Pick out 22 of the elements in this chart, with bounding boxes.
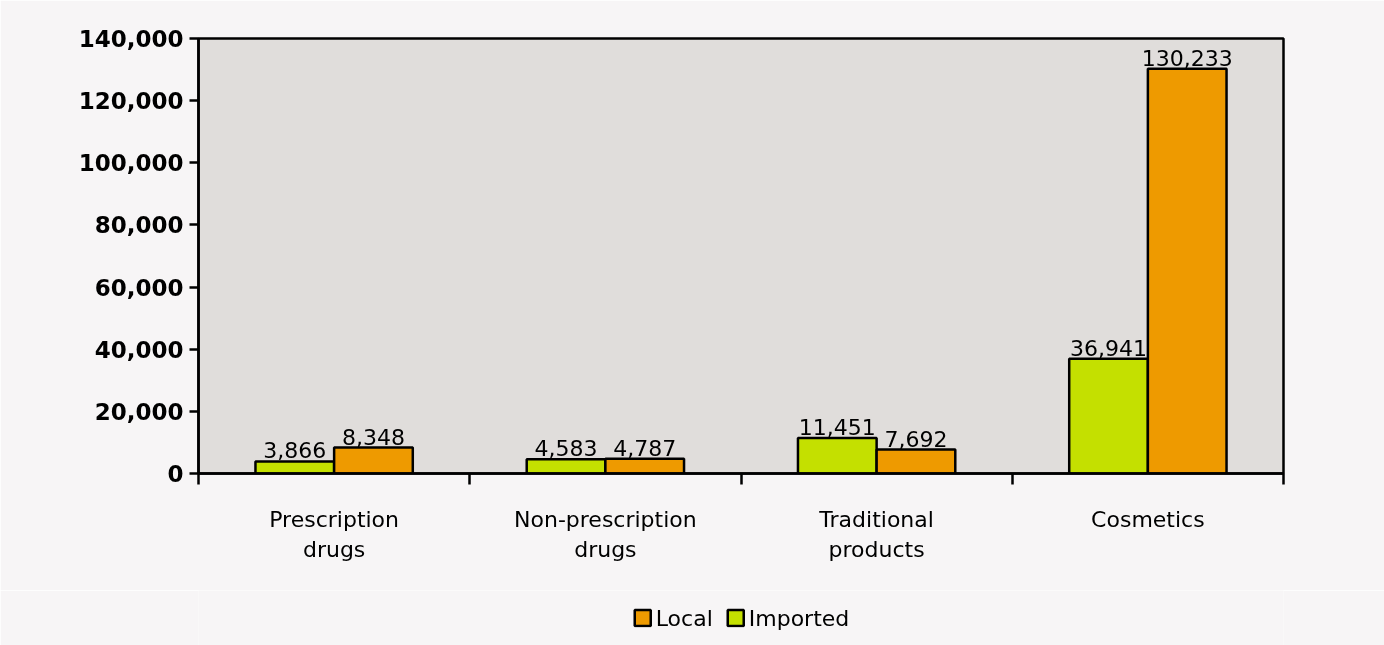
y-tick-label: 140,000	[78, 26, 184, 52]
y-tick-label: 120,000	[78, 88, 184, 115]
data-label: 11,451	[798, 414, 876, 440]
y-tick-label: 0	[167, 461, 184, 487]
data-label: 4,787	[613, 435, 677, 461]
data-label: 4,583	[534, 436, 598, 462]
y-tick-label: 60,000	[94, 274, 184, 301]
x-tick-label: Non-prescription drugs	[514, 506, 697, 562]
data-label: 3,866	[263, 438, 327, 464]
legend-label: Local	[655, 605, 713, 630]
data-label: 8,348	[341, 424, 405, 450]
y-tick-label: 100,000	[78, 150, 184, 177]
data-label: 36,941	[1070, 335, 1148, 361]
data-label: 7,692	[884, 426, 948, 452]
y-tick-label: 80,000	[94, 212, 184, 239]
data-label: 130,233	[1141, 45, 1233, 71]
y-tick-label: 20,000	[94, 398, 184, 425]
x-tick-label: Traditional products	[818, 506, 934, 562]
y-tick-label: 40,000	[94, 336, 184, 363]
legend-label: Imported	[748, 605, 850, 630]
x-tick-label: Prescription drugs	[269, 506, 400, 562]
x-tick-label: Cosmetics	[1091, 506, 1205, 532]
